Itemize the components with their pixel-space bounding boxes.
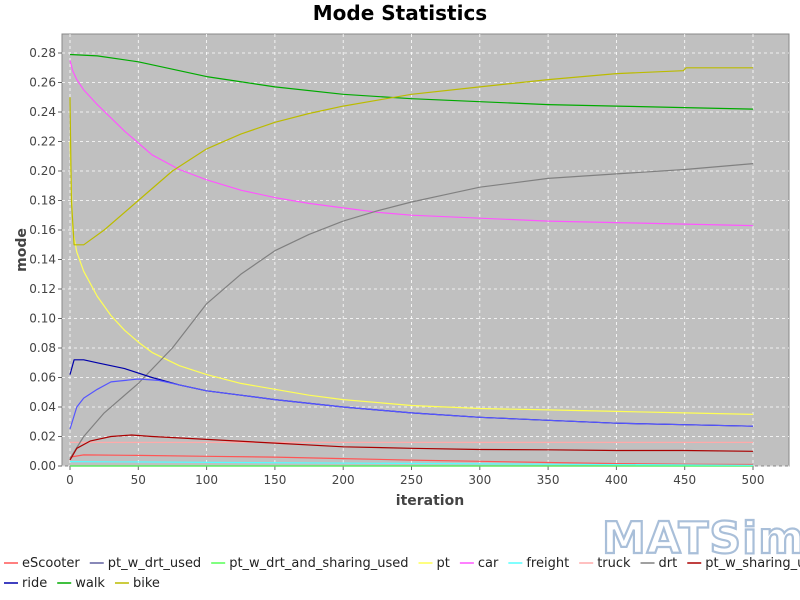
matsim-logo: MATSim <box>601 512 800 565</box>
legend-label: eScooter <box>22 556 80 571</box>
y-tick-label: 0.12 <box>29 282 56 296</box>
series-lines <box>69 53 754 467</box>
y-tick-label: 0.08 <box>29 341 56 355</box>
legend-label: freight <box>526 556 569 571</box>
chart-title: Mode Statistics <box>313 1 487 25</box>
y-tick-label: 0.14 <box>29 253 56 267</box>
x-tick-label: 150 <box>263 473 286 487</box>
x-tick-label: 100 <box>195 473 218 487</box>
series-line-drt <box>69 163 754 459</box>
series-line-walk <box>69 53 754 110</box>
legend-label: walk <box>75 576 105 591</box>
plot-area <box>61 33 790 467</box>
series-line-bike <box>69 67 753 246</box>
x-axis-ticks: 0 50 100 150 200 250 300 350 400 450 500 <box>66 466 764 487</box>
x-tick-label: 250 <box>400 473 423 487</box>
y-tick-label: 0.00 <box>29 459 56 473</box>
y-tick-label: 0.20 <box>29 164 56 178</box>
y-tick-label: 0.26 <box>29 76 56 90</box>
y-tick-label: 0.22 <box>29 135 56 149</box>
y-tick-label: 0.18 <box>29 194 56 208</box>
legend-label: pt_w_drt_used <box>108 556 201 571</box>
x-tick-label: 500 <box>742 473 765 487</box>
legend-label: ride <box>22 576 47 591</box>
legend-label: bike <box>133 576 160 591</box>
series-line-freight <box>69 461 754 466</box>
y-tick-label: 0.28 <box>29 46 56 60</box>
x-tick-label: 50 <box>131 473 146 487</box>
legend-label: pt_w_drt_and_sharing_used <box>229 556 408 571</box>
y-tick-label: 0.16 <box>29 223 56 237</box>
legend-label: car <box>478 556 499 571</box>
x-tick-label: 300 <box>468 473 491 487</box>
y-tick-label: 0.10 <box>29 312 56 326</box>
matsim-logo-text: MATSim <box>602 513 800 564</box>
y-axis-label: mode <box>14 228 30 272</box>
legend-label: truck <box>597 556 631 571</box>
x-axis-label: iteration <box>396 493 464 509</box>
series-line-pt-w-sharing-used <box>69 434 754 461</box>
y-tick-label: 0.06 <box>29 371 56 385</box>
y-tick-label: 0.04 <box>29 400 56 414</box>
legend-label: pt_w_sharing_used <box>705 556 800 571</box>
legend: eScooter pt_w_drt_used pt_w_drt_and_sharin… <box>4 556 800 591</box>
x-tick-label: 350 <box>537 473 560 487</box>
y-axis-ticks: 0.00 0.02 0.04 0.06 0.08 0.10 0.12 0.14 0.16 0.18… <box>29 46 62 473</box>
legend-label: drt <box>659 556 678 571</box>
x-tick-label: 450 <box>673 473 696 487</box>
legend-label: pt <box>437 556 450 571</box>
y-tick-label: 0.02 <box>29 430 56 444</box>
x-tick-label: 200 <box>332 473 355 487</box>
series-line-pt-w-drt-used-blue <box>69 378 754 430</box>
series-line-car <box>69 60 754 227</box>
x-tick-label: 400 <box>605 473 628 487</box>
y-tick-label: 0.24 <box>29 105 56 119</box>
series-line-escooter <box>69 454 754 466</box>
x-tick-label: 0 <box>66 473 74 487</box>
series-line-pt <box>69 141 754 415</box>
